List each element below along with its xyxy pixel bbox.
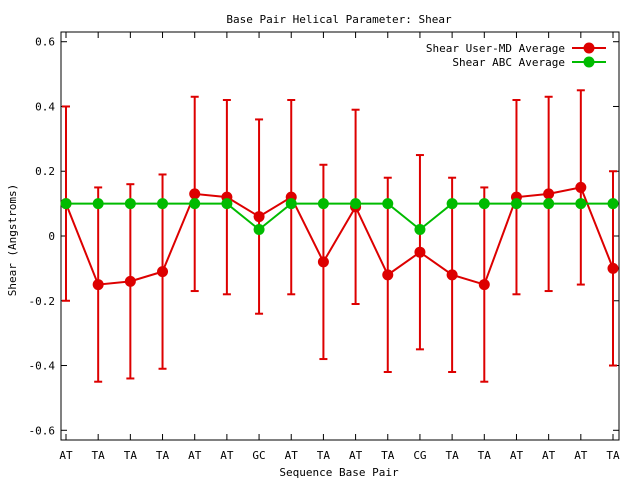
data-point [124, 275, 136, 287]
x-tick-label: TA [317, 449, 331, 462]
series-line [66, 202, 613, 231]
x-tick-label: AT [510, 449, 524, 462]
x-tick-label: AT [574, 449, 588, 462]
x-tick-label: TA [445, 449, 459, 462]
data-point [157, 198, 169, 210]
series-line [65, 186, 614, 286]
data-point [253, 211, 265, 223]
y-tick-label: 0.6 [35, 36, 55, 49]
x-tick-label: CG [413, 449, 426, 462]
data-point [414, 246, 426, 258]
x-tick-label: AT [59, 449, 73, 462]
x-tick-label: GC [252, 449, 265, 462]
y-tick-label: 0.2 [35, 165, 55, 178]
data-point [92, 279, 104, 291]
data-point [446, 269, 458, 281]
data-point [92, 198, 104, 210]
x-axis-label: Sequence Base Pair [279, 466, 399, 479]
x-tick-label: TA [478, 449, 492, 462]
data-point [317, 198, 329, 210]
data-point [221, 198, 233, 210]
plot-frame [60, 31, 620, 441]
x-tick-label: TA [92, 449, 106, 462]
data-point [382, 269, 394, 281]
data-point [575, 181, 587, 193]
x-tick-label: AT [349, 449, 363, 462]
x-tick-label: AT [285, 449, 299, 462]
data-point [285, 198, 297, 210]
data-point [189, 188, 201, 200]
chart-title: Base Pair Helical Parameter: Shear [226, 13, 452, 26]
series-1 [60, 89, 619, 383]
series-2 [60, 198, 619, 236]
y-tick-label: 0.4 [35, 100, 55, 113]
data-point [510, 198, 522, 210]
x-tick-label: AT [542, 449, 556, 462]
data-point [607, 198, 619, 210]
data-point [543, 198, 555, 210]
data-point [189, 198, 201, 210]
legend-marker [583, 42, 595, 54]
x-tick-label: TA [124, 449, 138, 462]
data-point [446, 198, 458, 210]
x-tick-label: TA [381, 449, 395, 462]
x-tick-label: TA [606, 449, 620, 462]
legend-label: Shear User-MD Average [426, 42, 565, 55]
data-point [575, 198, 587, 210]
data-point [478, 198, 490, 210]
data-point [414, 224, 426, 236]
data-point [253, 224, 265, 236]
y-ticks: -0.6 -0.4 -0.2 0 0.2 0.4 0.6 [29, 36, 619, 437]
series-layer [60, 89, 619, 383]
data-point [382, 198, 394, 210]
x-ticks: AT TA TA TA AT AT GC AT TA AT TA CG TA TA AT AT AT TA [59, 32, 620, 462]
data-point [350, 198, 362, 210]
legend-label: Shear ABC Average [452, 56, 565, 69]
y-tick-label: 0 [48, 230, 55, 243]
data-point [543, 188, 555, 200]
y-tick-label: -0.4 [29, 360, 56, 373]
data-point [60, 198, 72, 210]
y-axis-label: Shear (Angstroms) [6, 184, 19, 297]
data-point [317, 256, 329, 268]
y-tick-label: -0.6 [29, 424, 56, 437]
data-point [607, 262, 619, 274]
axes [60, 31, 620, 441]
x-tick-label: AT [188, 449, 202, 462]
x-tick-label: TA [156, 449, 170, 462]
legend-marker [583, 56, 595, 68]
y-tick-label: -0.2 [29, 295, 56, 308]
data-point [124, 198, 136, 210]
x-tick-label: AT [220, 449, 234, 462]
data-point [478, 279, 490, 291]
data-point [157, 266, 169, 278]
